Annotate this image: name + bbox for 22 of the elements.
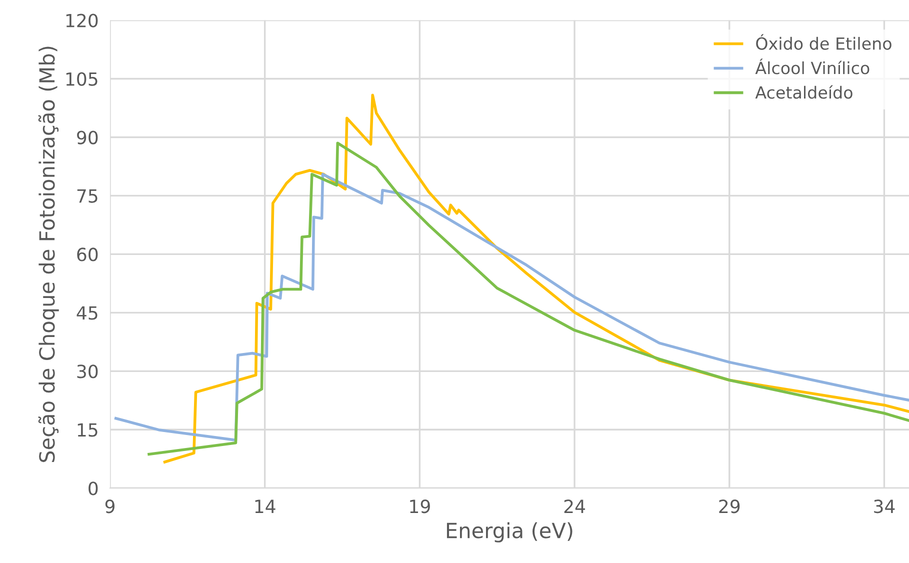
x-tick-label: 14 — [255, 500, 276, 513]
line-series — [148, 142, 909, 456]
x-tick-label: 19 — [410, 500, 430, 514]
y-tick-label: 90 — [77, 130, 98, 144]
y-axis-title: Seção de Choque de Fotoionização (Mb) — [38, 46, 59, 462]
y-tick-label: 30 — [77, 364, 98, 378]
y-tick-label: 0 — [88, 482, 98, 496]
x-tick-label: 24 — [564, 500, 586, 513]
legend-label: Álcool Vinílico — [755, 58, 870, 74]
legend-label: Acetaldeído — [755, 85, 852, 99]
legend-label: Óxido de Etileno — [756, 34, 892, 50]
y-tick-label: 60 — [77, 248, 98, 262]
line-series — [114, 172, 909, 442]
x-axis-title: Energia (eV) — [446, 522, 572, 542]
y-tick-label: 45 — [76, 306, 98, 320]
y-tick-label: 75 — [77, 189, 98, 203]
y-tick-label: 120 — [66, 14, 98, 28]
y-tick-label: 105 — [66, 72, 98, 86]
x-tick-label: 34 — [874, 500, 895, 514]
x-tick-label: 29 — [719, 500, 740, 514]
x-tick-label: 9 — [105, 500, 114, 514]
y-tick-label: 15 — [78, 423, 98, 437]
